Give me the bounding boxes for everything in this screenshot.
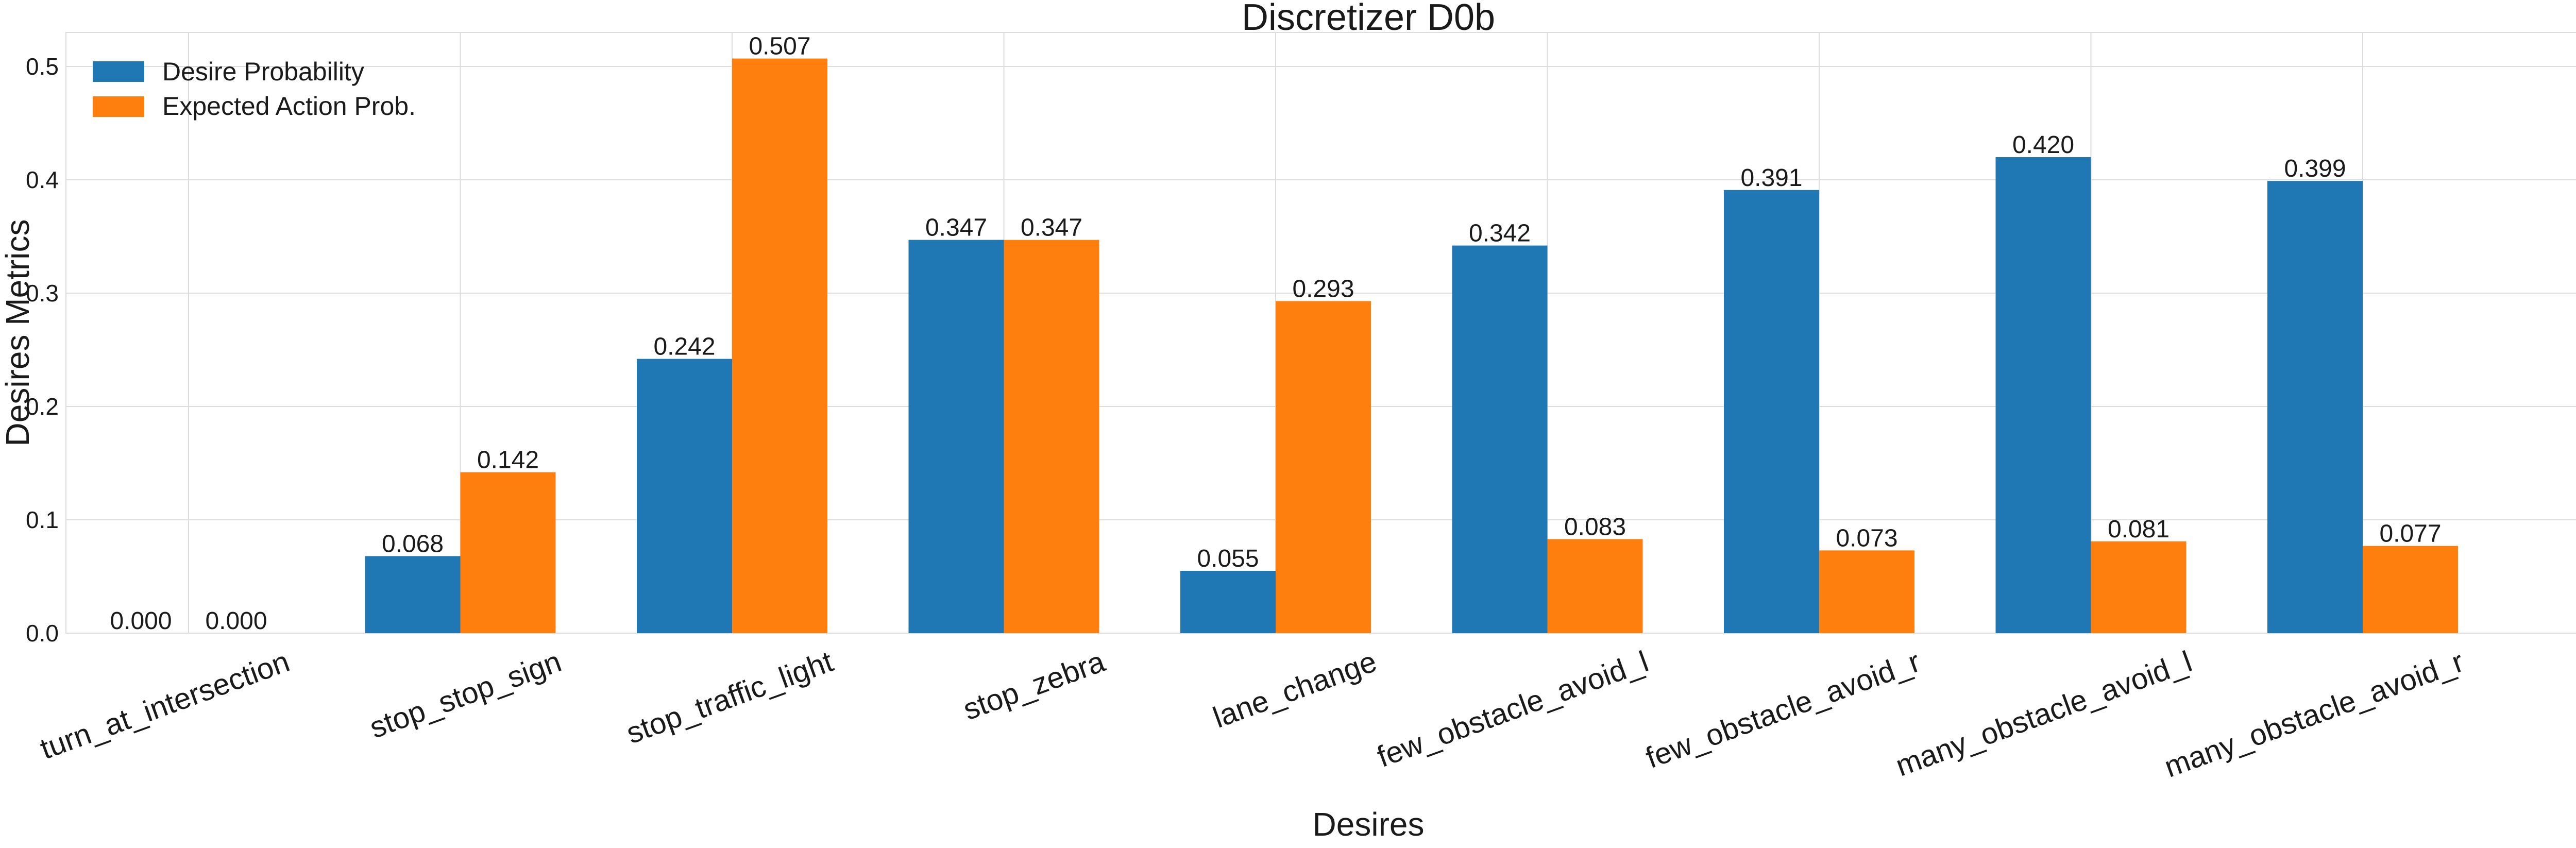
- legend-label-desire-probability: Desire Probability: [162, 57, 364, 86]
- bar-value-label: 0.399: [2284, 155, 2346, 182]
- bar-value-label: 0.342: [1469, 220, 1531, 247]
- bar-value-label: 0.347: [925, 214, 987, 242]
- legend-swatch-desire-probability: [93, 61, 144, 82]
- bar-value-label: 0.293: [1292, 275, 1354, 302]
- bar-layer: [365, 58, 2458, 634]
- chart-title: Discretizer D0b: [1242, 0, 1495, 38]
- bar-desire-probability-stop_zebra: [908, 240, 1004, 634]
- bar-expected-action-prob-stop_stop_sign: [460, 472, 556, 633]
- bar-value-label: 0.420: [2012, 131, 2074, 159]
- x-tick-label: stop_traffic_light: [622, 645, 837, 750]
- bar-desire-probability-stop_stop_sign: [365, 556, 461, 633]
- y-tick-layer: 0.0 0.1 0.2 0.3 0.4 0.5: [26, 53, 59, 647]
- y-tick-label: 0.3: [26, 280, 59, 307]
- bar-value-label: 0.077: [2379, 520, 2441, 548]
- x-tick-label: lane_change: [1209, 645, 1381, 735]
- x-axis-label: Desires: [1313, 806, 1425, 843]
- bar-value-label: 0.083: [1564, 513, 1626, 540]
- bar-value-label: 0.081: [2108, 516, 2170, 543]
- bar-value-label: 0.507: [749, 33, 810, 60]
- legend-label-expected-action-prob: Expected Action Prob.: [162, 92, 416, 121]
- legend: Desire Probability Expected Action Prob.: [93, 57, 416, 121]
- legend-swatch-expected-action-prob: [93, 96, 144, 117]
- x-tick-label: many_obstacle_avoid_l: [1891, 645, 2196, 783]
- bar-expected-action-prob-few_obstacle_avoid_r: [1819, 550, 1914, 633]
- bar-expected-action-prob-stop_zebra: [1004, 240, 1099, 634]
- bar-value-label: 0.073: [1836, 524, 1897, 552]
- y-axis-label: Desires Metrics: [0, 219, 36, 447]
- bar-desire-probability-stop_traffic_light: [637, 359, 732, 633]
- bar-value-label: 0.068: [382, 530, 444, 557]
- y-tick-label: 0.2: [26, 393, 59, 420]
- bar-desire-probability-many_obstacle_avoid_l: [1995, 157, 2091, 633]
- bar-value-label: 0.347: [1021, 214, 1082, 242]
- bar-value-label: 0.000: [110, 607, 172, 635]
- bar-expected-action-prob-stop_traffic_light: [732, 58, 827, 634]
- bar-value-label: 0.055: [1197, 545, 1259, 572]
- y-tick-label: 0.5: [26, 53, 59, 80]
- bar-value-label: 0.000: [205, 607, 267, 635]
- bar-desire-probability-many_obstacle_avoid_r: [2267, 181, 2363, 633]
- x-tick-label: many_obstacle_avoid_r: [2160, 645, 2468, 784]
- bar-desire-probability-few_obstacle_avoid_r: [1724, 190, 1819, 633]
- bar-expected-action-prob-lane_change: [1276, 301, 1371, 633]
- bar-value-label: 0.391: [1740, 164, 1802, 192]
- bar-value-label: 0.242: [653, 333, 715, 361]
- x-tick-label: few_obstacle_avoid_r: [1641, 645, 1924, 775]
- x-tick-label: turn_at_intersection: [36, 645, 294, 766]
- y-tick-label: 0.1: [26, 506, 59, 533]
- bar-desire-probability-few_obstacle_avoid_l: [1452, 245, 1548, 634]
- bar-value-label: 0.142: [477, 447, 539, 474]
- x-tick-label: stop_zebra: [959, 645, 1110, 726]
- y-tick-label: 0.4: [26, 166, 59, 193]
- bar-expected-action-prob-few_obstacle_avoid_l: [1547, 539, 1643, 633]
- y-tick-label: 0.0: [26, 620, 59, 647]
- x-tick-layer: turn_at_intersection stop_stop_sign stop_t…: [36, 645, 2468, 784]
- x-tick-label: stop_stop_sign: [365, 645, 566, 745]
- x-tick-label: few_obstacle_avoid_l: [1373, 645, 1653, 774]
- bar-expected-action-prob-many_obstacle_avoid_r: [2363, 546, 2458, 633]
- bar-expected-action-prob-many_obstacle_avoid_l: [2091, 541, 2187, 633]
- bar-desire-probability-lane_change: [1180, 571, 1276, 633]
- bar-label-layer: 0.000 0.068 0.242 0.347 0.055 0.342 0.391 0.420…: [110, 33, 2441, 635]
